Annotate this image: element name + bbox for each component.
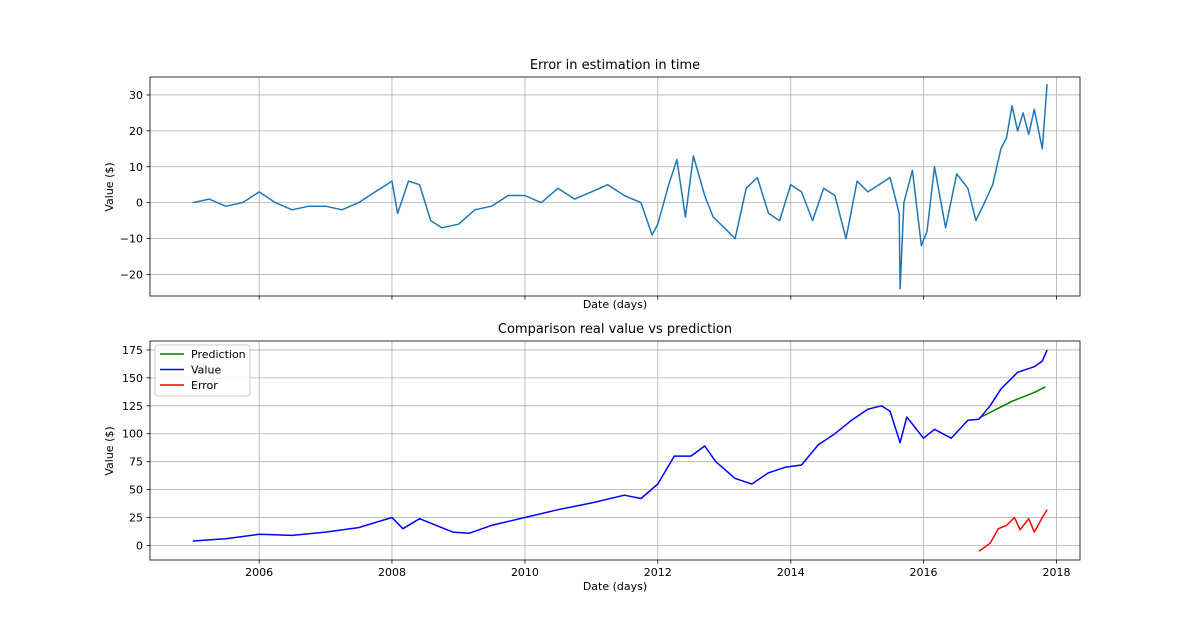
grid-lines xyxy=(150,77,1080,296)
tick-group: −20 −10 0 10 20 30 xyxy=(120,89,1057,300)
x-tick-label: 2014 xyxy=(777,566,805,579)
y-tick-label: 125 xyxy=(122,400,143,413)
plot-frame xyxy=(149,76,1081,297)
y-tick-label: 30 xyxy=(129,89,143,102)
x-tick-label: 2012 xyxy=(644,566,672,579)
y-tick-label: 0 xyxy=(136,539,143,552)
panel-error-in-time: Error in estimation in time −20 −10 0 10 20 3… xyxy=(103,58,1081,311)
x-tick-label: 2016 xyxy=(910,566,938,579)
y-tick-label: 150 xyxy=(122,372,143,385)
y-tick-label: 100 xyxy=(122,428,143,441)
chart-title: Comparison real value vs prediction xyxy=(498,322,732,337)
x-axis-label: Date (days) xyxy=(583,298,647,311)
y-tick-label: 10 xyxy=(129,161,143,174)
series-group xyxy=(192,349,1048,552)
y-axis-label: Value ($) xyxy=(103,426,116,475)
series-line-prediction xyxy=(978,386,1046,419)
chart-title: Error in estimation in time xyxy=(530,58,700,73)
series-line-error xyxy=(192,84,1048,290)
series-line-value xyxy=(192,349,1048,542)
y-tick-label: 20 xyxy=(129,125,143,138)
legend-label: Value xyxy=(191,364,221,377)
y-tick-label: −10 xyxy=(120,233,143,246)
legend: Prediction Value Error xyxy=(154,344,251,397)
y-tick-label: 175 xyxy=(122,344,143,357)
x-tick-label: 2010 xyxy=(511,566,539,579)
series-group xyxy=(192,84,1048,290)
tick-group: 2006 2008 2010 2012 2014 2016 2018 0 25 50 75 100 12… xyxy=(122,344,1071,579)
y-axis-label: Value ($) xyxy=(103,162,116,211)
legend-label: Prediction xyxy=(191,348,246,361)
x-tick-label: 2008 xyxy=(378,566,406,579)
y-tick-label: 0 xyxy=(136,197,143,210)
series-line-error xyxy=(978,509,1048,552)
y-tick-label: 50 xyxy=(129,484,143,497)
legend-box xyxy=(154,344,251,397)
plot-frame xyxy=(149,340,1081,561)
x-axis-label: Date (days) xyxy=(583,580,647,593)
legend-label: Error xyxy=(191,379,218,392)
grid-lines xyxy=(150,341,1080,560)
x-tick-label: 2018 xyxy=(1043,566,1071,579)
x-tick-label: 2006 xyxy=(245,566,273,579)
y-tick-label: −20 xyxy=(120,268,143,281)
panel-comparison: Comparison real value vs prediction 2006… xyxy=(103,322,1081,593)
y-tick-label: 75 xyxy=(129,456,143,469)
legend-items: Prediction Value Error xyxy=(160,348,246,392)
y-tick-label: 25 xyxy=(129,512,143,525)
